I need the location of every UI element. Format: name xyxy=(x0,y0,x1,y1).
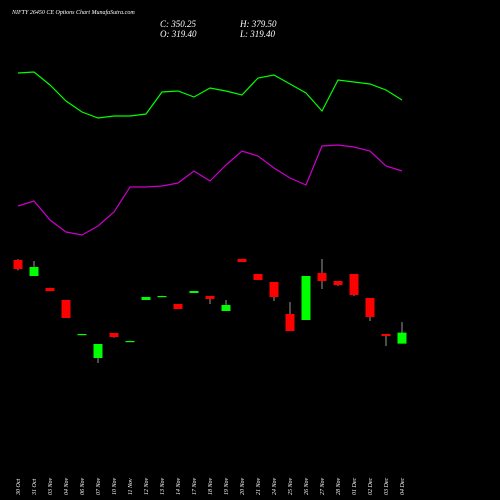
x-tick-label: 25 Nov xyxy=(288,477,294,495)
candle-body xyxy=(397,332,407,344)
x-tick-label: 26 Nov xyxy=(304,477,310,495)
ohlc-open: O: 319.40 xyxy=(160,29,197,39)
x-tick-label: 21 Nov xyxy=(256,477,262,495)
candle-body xyxy=(253,274,263,280)
x-tick-label: 04 Nov xyxy=(63,477,70,495)
candle-body xyxy=(237,259,247,262)
x-tick-label: 02 Dec xyxy=(368,478,374,495)
x-tick-label: 24 Nov xyxy=(271,477,278,495)
candle-body xyxy=(77,334,87,336)
indicator-line xyxy=(17,144,403,236)
candle-body xyxy=(349,274,359,295)
x-tick-label: 04 Dec xyxy=(399,478,406,495)
x-tick-label: 13 Nov xyxy=(160,477,166,495)
x-tick-label: 28 Nov xyxy=(336,477,342,495)
candle-body xyxy=(141,297,151,300)
x-tick-label: 17 Nov xyxy=(192,477,198,495)
x-tick-label: 19 Nov xyxy=(224,477,230,495)
x-tick-label: 14 Nov xyxy=(175,477,182,495)
x-tick-label: 18 Nov xyxy=(208,477,214,495)
x-tick-label: 06 Nov xyxy=(80,477,86,495)
candle-body xyxy=(173,304,183,309)
candle-body xyxy=(157,296,167,298)
candle-body xyxy=(381,334,391,336)
candle-body xyxy=(13,260,23,269)
candle-body xyxy=(317,273,327,281)
candle-body xyxy=(61,300,71,318)
ohlc-close: C: 350.25 xyxy=(160,19,197,29)
ohlc-low: L: 319.40 xyxy=(239,29,276,39)
x-tick-label: 10 Nov xyxy=(112,477,118,495)
x-tick-label: 01 Dec xyxy=(352,478,358,495)
candle-body xyxy=(109,333,119,337)
candle-body xyxy=(333,281,343,285)
candle-body xyxy=(285,314,295,331)
candle-body xyxy=(93,344,103,358)
x-tick-label: 30 Oct xyxy=(16,479,22,496)
candle-body xyxy=(29,267,39,276)
x-tick-label: 27 Nov xyxy=(320,477,326,495)
candle-body xyxy=(205,296,215,299)
x-tick-label: 11 Nov xyxy=(128,478,134,495)
candle-body xyxy=(221,305,231,311)
indicator-line xyxy=(17,71,403,119)
x-tick-label: 03 Nov xyxy=(48,477,54,495)
x-tick-label: 31 Oct xyxy=(32,479,38,496)
x-tick-label: 12 Nov xyxy=(144,477,150,495)
x-tick-label: 07 Nov xyxy=(96,477,102,495)
candle-body xyxy=(301,276,311,320)
candle-body xyxy=(189,291,199,293)
x-tick-label: 20 Nov xyxy=(240,477,246,495)
ohlc-high: H: 379.50 xyxy=(239,19,277,29)
candle-body xyxy=(125,341,135,343)
chart-title: NIFTY 26450 CE Options Chart MunafaSutra… xyxy=(11,9,135,16)
candle-body xyxy=(365,298,375,317)
candle-body xyxy=(269,282,279,297)
x-tick-label: 03 Dec xyxy=(384,478,390,495)
candle-body xyxy=(45,288,55,291)
